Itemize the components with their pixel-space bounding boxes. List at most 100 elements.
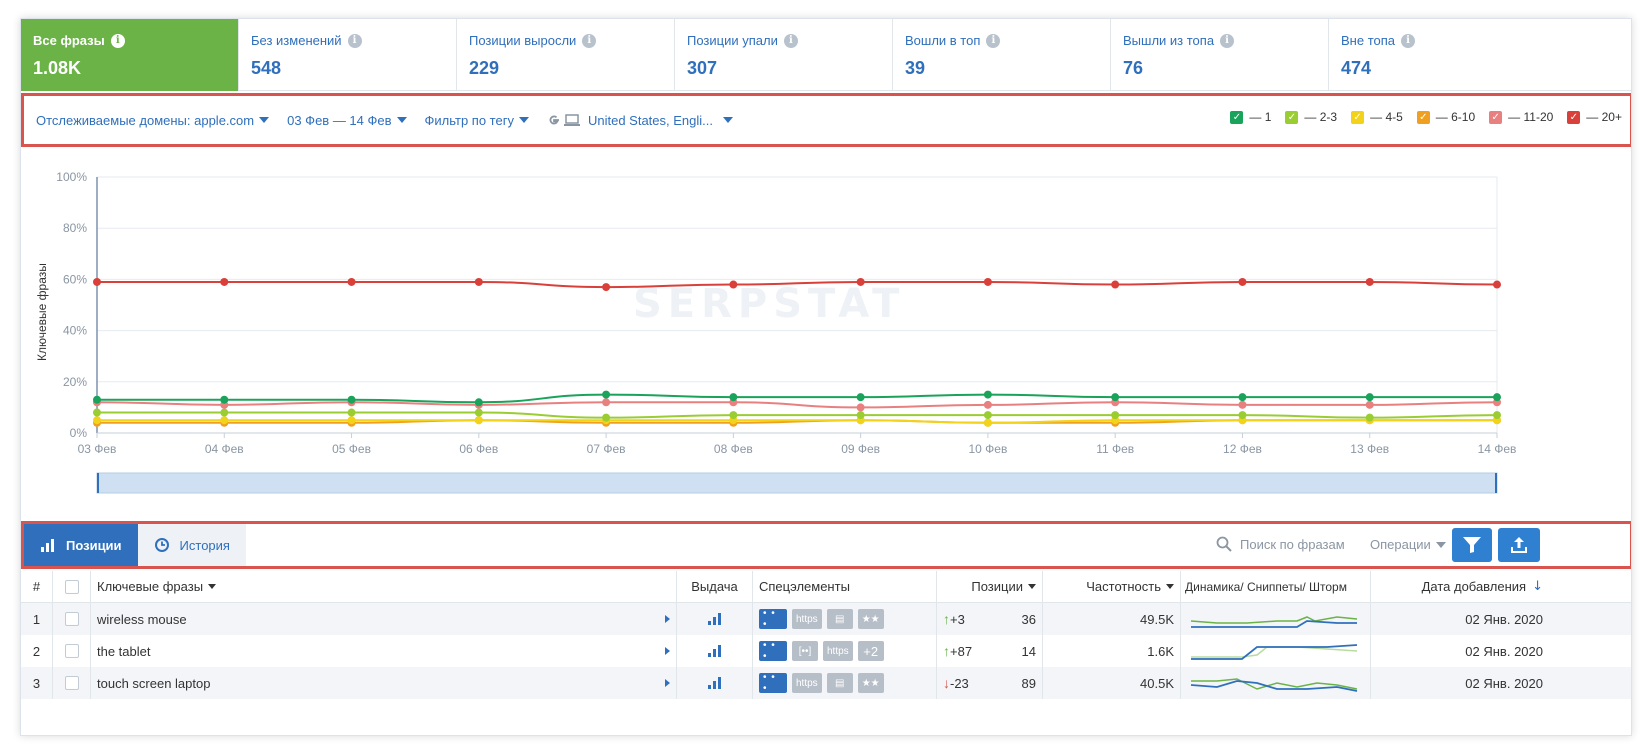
range-handle-right	[1495, 473, 1497, 493]
rating-stars-icon: ★★	[857, 673, 884, 693]
filter-button[interactable]	[1452, 528, 1492, 562]
header-frequency[interactable]: Частотность	[1043, 571, 1181, 602]
table-row[interactable]: 1 wireless mouse • • • https ▤ ★★ ↑+3 36 …	[21, 603, 1631, 635]
summary-left-top[interactable]: Вышли из топа i 76	[1111, 19, 1329, 91]
sort-arrow-icon: ↓	[1532, 579, 1543, 594]
row-checkbox[interactable]	[64, 676, 79, 690]
google-icon	[549, 115, 559, 125]
x-tick-label: 08 Фев	[714, 442, 753, 456]
data-point-11-20	[602, 398, 611, 407]
data-point-2-3	[474, 408, 483, 417]
checkbox-checked-icon: ✓	[1567, 110, 1581, 124]
header-positions[interactable]: Позиции	[937, 571, 1043, 602]
keywords-table: # Ключевые фразы Выдача Спецэлементы Поз…	[21, 571, 1631, 699]
date-range-dropdown[interactable]: 03 Фев — 14 Фев	[287, 113, 407, 128]
header-date[interactable]: Дата добавления ↓	[1371, 571, 1549, 602]
legend-label: — 1	[1249, 110, 1272, 124]
header-label: Частотность	[1086, 579, 1161, 594]
summary-all-phrases[interactable]: Все фразы i 1.08K	[21, 19, 239, 91]
data-point-20+	[1493, 280, 1501, 289]
row-num: 1	[21, 603, 53, 635]
row-num: 2	[21, 635, 53, 667]
y-tick-label: 60%	[63, 272, 87, 286]
checkbox-checked-icon: ✓	[1230, 110, 1244, 124]
data-point-2-3	[93, 408, 101, 417]
data-point-1	[474, 398, 483, 407]
header-keywords[interactable]: Ключевые фразы	[91, 571, 677, 602]
summary-label: Вне топа	[1341, 33, 1395, 48]
keyword-link[interactable]: wireless mouse	[97, 611, 187, 627]
serp-icon[interactable]	[677, 603, 753, 635]
dynamics-sparkline[interactable]	[1181, 667, 1371, 699]
summary-label: Позиции выросли	[469, 33, 577, 48]
chevron-right-icon[interactable]	[665, 615, 670, 623]
x-tick-label: 13 Фев	[1350, 442, 1389, 456]
dynamics-sparkline[interactable]	[1181, 635, 1371, 667]
tag-filter-dropdown[interactable]: Фильтр по тегу	[425, 113, 529, 128]
positions-chart: SERPSTAT Ключевые фразы 0% 20% 40% 60% 80% 10…	[21, 151, 1631, 521]
dynamics-sparkline[interactable]	[1181, 603, 1371, 635]
keyword-link[interactable]: touch screen laptop	[97, 675, 211, 691]
domains-dropdown[interactable]: Отслеживаемые домены: apple.com	[36, 112, 270, 128]
data-point-20+	[729, 280, 738, 289]
data-point-20+	[474, 277, 483, 286]
export-button[interactable]	[1498, 528, 1540, 562]
summary-value: 548	[251, 58, 282, 78]
app-frame: Все фразы i 1.08K Без изменений i 548 Пози…	[20, 18, 1632, 736]
row-checkbox[interactable]	[64, 644, 79, 658]
x-tick-label: 06 Фев	[459, 442, 498, 456]
info-icon: i	[1220, 33, 1235, 48]
book-icon: ▤	[826, 673, 853, 693]
summary-value: 307	[687, 58, 718, 78]
region-dropdown[interactable]: United States, Engli...	[588, 113, 733, 128]
legend-label: — 11-20	[1508, 110, 1554, 124]
chevron-right-icon[interactable]	[665, 647, 670, 655]
tab-history[interactable]: История	[137, 524, 246, 566]
table-row[interactable]: 3 touch screen laptop • • • https ▤ ★★ ↓…	[21, 667, 1631, 699]
summary-entered-top[interactable]: Вошли в топ i 39	[893, 19, 1111, 91]
summary-out-of-top[interactable]: Вне топа i 474	[1329, 19, 1631, 91]
data-point-11-20	[1238, 400, 1247, 409]
position-value: 36	[1021, 611, 1036, 627]
more-features-badge[interactable]: +2	[857, 641, 884, 661]
search-icon	[1216, 536, 1232, 552]
arrow-up-icon: ↑	[943, 611, 950, 627]
data-point-11-20	[856, 403, 865, 412]
legend-item-6-10[interactable]: ✓ — 6-10	[1416, 110, 1475, 124]
summary-positions-down[interactable]: Позиции упали i 307	[675, 19, 893, 91]
line-chart-svg: 0% 20% 40% 60% 80% 100% 03 Фев 04 Фев 05 Фев 06 Ф…	[56, 170, 1516, 494]
legend-label: — 2-3	[1304, 110, 1338, 124]
checkbox-checked-icon: ✓	[1285, 110, 1299, 124]
domains-label: Отслеживаемые домены: apple.com	[36, 112, 255, 128]
legend-item-11-20[interactable]: ✓ — 11-20	[1489, 110, 1553, 124]
header-checkbox[interactable]	[53, 571, 91, 602]
legend-item-1[interactable]: ✓ — 1	[1230, 110, 1271, 124]
legend-item-2-3[interactable]: ✓ — 2-3	[1285, 110, 1337, 124]
legend-item-4-5[interactable]: ✓ — 4-5	[1351, 110, 1403, 124]
summary-unchanged[interactable]: Без изменений i 548	[239, 19, 457, 91]
legend-label: — 4-5	[1370, 110, 1403, 124]
serp-icon[interactable]	[677, 667, 753, 699]
table-row[interactable]: 2 the tablet • • • [••] https +2 ↑+87 14 …	[21, 635, 1631, 667]
data-point-1	[1493, 393, 1501, 402]
summary-positions-up[interactable]: Позиции выросли i 229	[457, 19, 675, 91]
phrase-search[interactable]: Поиск по фразам	[1216, 536, 1345, 552]
serp-icon[interactable]	[677, 635, 753, 667]
serp-feature-dots: • • •	[759, 640, 787, 662]
select-all-checkbox[interactable]	[64, 579, 79, 594]
book-icon: ▤	[826, 609, 853, 629]
data-point-2-3	[856, 411, 865, 420]
keyword-link[interactable]: the tablet	[97, 643, 151, 659]
info-icon: i	[986, 33, 1001, 48]
legend-item-20-plus[interactable]: ✓ — 20+	[1567, 110, 1622, 124]
row-checkbox[interactable]	[64, 612, 79, 626]
tab-positions[interactable]: Позиции	[24, 524, 138, 566]
operations-dropdown[interactable]: Операции	[1370, 537, 1446, 552]
data-point-4-5	[474, 416, 483, 425]
legend-label: — 20+	[1586, 110, 1622, 124]
data-point-2-3	[1493, 411, 1501, 420]
search-input[interactable]: Поиск по фразам	[1240, 536, 1345, 552]
chevron-right-icon[interactable]	[665, 679, 670, 687]
data-point-20+	[1365, 277, 1374, 286]
sort-icon	[1166, 584, 1174, 589]
